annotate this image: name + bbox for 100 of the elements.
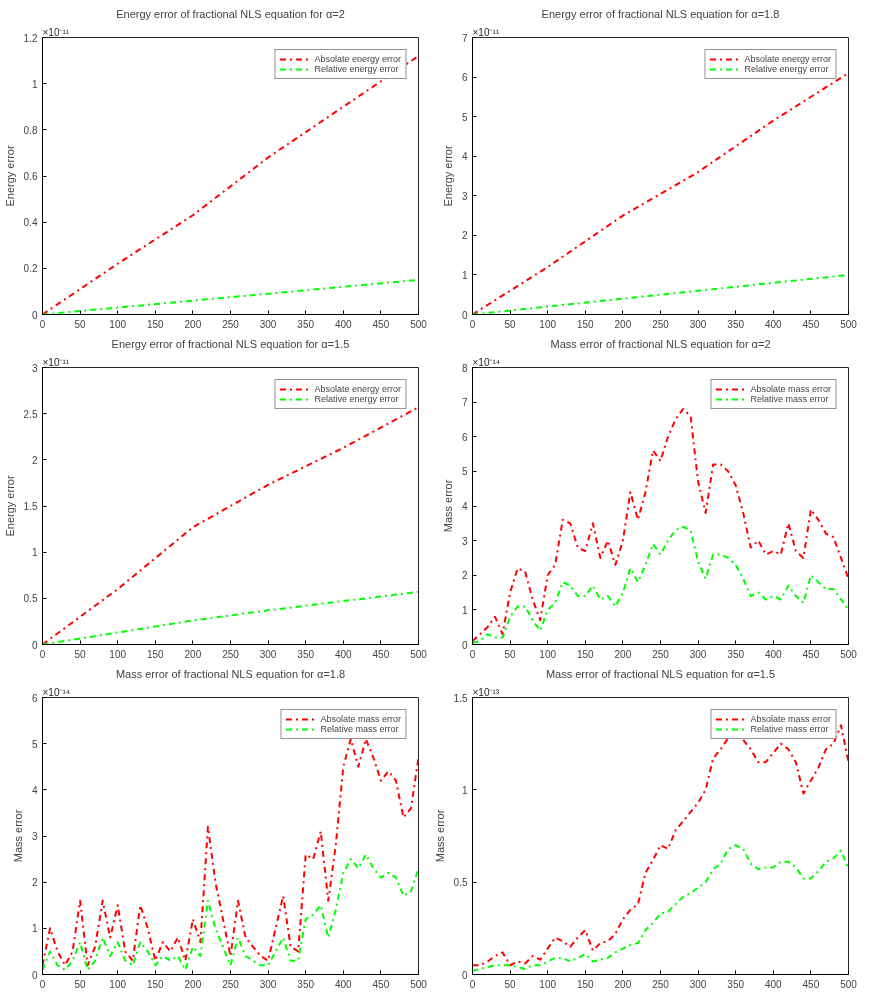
x-tick-label: 100 bbox=[109, 648, 127, 660]
x-tick-label: 100 bbox=[539, 648, 557, 660]
x-tick-label: 350 bbox=[297, 318, 315, 330]
y-tick-label: 7 bbox=[461, 397, 468, 409]
legend-label: Absolate mass error bbox=[750, 714, 831, 724]
y-tick-label: 2.5 bbox=[23, 408, 38, 420]
x-tick-label: 100 bbox=[109, 978, 127, 990]
y-tick-label: 1 bbox=[461, 604, 468, 616]
x-tick-label: 200 bbox=[184, 648, 202, 660]
y-tick-label: 1 bbox=[461, 269, 468, 281]
y-tick-label: 1 bbox=[31, 547, 38, 559]
chart-title: Mass error of fractional NLS equation for α=1.8 bbox=[115, 667, 346, 680]
y-tick-label: 6 bbox=[461, 72, 468, 84]
y-axis-title: Energy error bbox=[441, 145, 454, 207]
x-tick-label: 300 bbox=[689, 318, 707, 330]
y-tick-label: 0.6 bbox=[23, 171, 38, 182]
x-tick-label: 0 bbox=[39, 978, 46, 990]
x-tick-label: 250 bbox=[652, 318, 670, 330]
x-tick-label: 100 bbox=[539, 978, 557, 990]
x-tick-label: 300 bbox=[689, 648, 707, 660]
y-tick-label: 3 bbox=[31, 831, 38, 842]
x-tick-label: 300 bbox=[259, 648, 277, 660]
y-tick-label: 3 bbox=[461, 190, 468, 202]
text: ×10⁻¹¹ bbox=[472, 26, 500, 38]
x-tick-label: 350 bbox=[297, 978, 315, 990]
legend-label: Relative energy error bbox=[314, 64, 399, 74]
x-tick-label: 400 bbox=[764, 978, 783, 990]
legend-label: Relative energy error bbox=[744, 64, 829, 74]
annotation: ×10⁻¹¹ bbox=[42, 356, 70, 368]
y-tick-label: 1.5 bbox=[23, 501, 38, 512]
legend-label: Absolate energy error bbox=[744, 54, 831, 64]
y-tick-label: 8 bbox=[461, 362, 468, 374]
y-tick-label: 3 bbox=[461, 535, 468, 547]
x-tick-label: 250 bbox=[652, 978, 670, 990]
x-tick-label: 150 bbox=[146, 648, 165, 660]
x-tick-label: 300 bbox=[259, 318, 277, 330]
x-tick-label: 500 bbox=[840, 648, 858, 660]
legend-label: Absolate energy error bbox=[314, 384, 401, 394]
y-tick-label: 0 bbox=[461, 639, 468, 651]
x-tick-label: 350 bbox=[727, 318, 745, 330]
y-tick-label: 1.5 bbox=[453, 692, 468, 704]
x-tick-label: 400 bbox=[334, 648, 353, 660]
x-tick-label: 300 bbox=[259, 978, 277, 990]
chart-title: Mass error of fractional NLS equation for α=1.5 bbox=[545, 667, 776, 680]
legend-label: Absolate mass error bbox=[320, 714, 401, 724]
x-tick-label: 400 bbox=[334, 978, 353, 990]
x-tick-label: 200 bbox=[184, 978, 202, 990]
x-tick-label: 200 bbox=[184, 318, 202, 330]
x-tick-label: 350 bbox=[727, 978, 745, 990]
y-tick-label: 0 bbox=[31, 639, 38, 651]
y-axis-title: Mass error bbox=[433, 809, 446, 863]
x-tick-label: 500 bbox=[410, 318, 428, 330]
y-tick-label: 0.4 bbox=[23, 217, 38, 229]
x-tick-label: 150 bbox=[576, 978, 595, 990]
x-tick-label: 400 bbox=[334, 318, 353, 330]
y-tick-label: 4 bbox=[31, 784, 38, 796]
legend-label: Relative energy error bbox=[314, 394, 399, 404]
y-tick-label: 4 bbox=[461, 501, 468, 512]
x-tick-label: 50 bbox=[74, 318, 87, 330]
annotation: ×10⁻¹⁴ bbox=[42, 686, 71, 698]
x-tick-label: 200 bbox=[614, 648, 632, 660]
x-tick-label: 200 bbox=[614, 318, 632, 330]
y-tick-label: 6 bbox=[31, 692, 38, 704]
y-tick-label: 0.2 bbox=[23, 263, 38, 275]
y-axis-title: Mass error bbox=[441, 479, 454, 533]
x-tick-label: 150 bbox=[146, 978, 165, 990]
legend-label: Relative mass error bbox=[320, 724, 399, 734]
x-tick-label: 450 bbox=[372, 648, 390, 660]
y-tick-label: 2 bbox=[461, 230, 468, 242]
x-tick-label: 350 bbox=[297, 648, 315, 660]
y-tick-label: 1 bbox=[461, 784, 468, 796]
legend-label: Absolate energy error bbox=[314, 54, 401, 64]
y-tick-label: 1 bbox=[31, 78, 38, 90]
x-tick-label: 50 bbox=[504, 648, 517, 660]
x-tick-label: 50 bbox=[74, 648, 87, 660]
y-tick-label: 0.5 bbox=[453, 877, 468, 889]
chart-title: Energy error of fractional NLS equation for α=1.5 bbox=[111, 337, 350, 350]
y-tick-label: 2 bbox=[31, 877, 38, 889]
x-tick-label: 0 bbox=[469, 648, 476, 660]
legend-label: Relative mass error bbox=[750, 394, 829, 404]
x-tick-label: 500 bbox=[840, 978, 858, 990]
x-tick-label: 450 bbox=[802, 318, 820, 330]
annotation: ×10⁻¹¹ bbox=[42, 26, 70, 38]
legend-label: Relative mass error bbox=[750, 724, 829, 734]
chart-title: Mass error of fractional NLS equation for α=2 bbox=[550, 337, 771, 350]
y-tick-label: 1 bbox=[31, 923, 38, 935]
x-tick-label: 50 bbox=[504, 978, 517, 990]
y-tick-label: 0 bbox=[31, 309, 38, 321]
chart-title: Energy error of fractional NLS equation for α=1.8 bbox=[541, 7, 780, 20]
x-tick-label: 250 bbox=[222, 318, 240, 330]
x-tick-label: 150 bbox=[576, 648, 595, 660]
annotation: ×10⁻¹³ bbox=[472, 686, 500, 698]
x-tick-label: 300 bbox=[689, 978, 707, 990]
x-tick-label: 50 bbox=[74, 978, 87, 990]
x-tick-label: 450 bbox=[372, 978, 390, 990]
legend-label: Absolate mass error bbox=[750, 384, 831, 394]
x-tick-label: 350 bbox=[727, 648, 745, 660]
x-tick-label: 500 bbox=[840, 318, 858, 330]
y-tick-label: 0 bbox=[461, 309, 468, 321]
y-tick-label: 5 bbox=[461, 466, 468, 478]
